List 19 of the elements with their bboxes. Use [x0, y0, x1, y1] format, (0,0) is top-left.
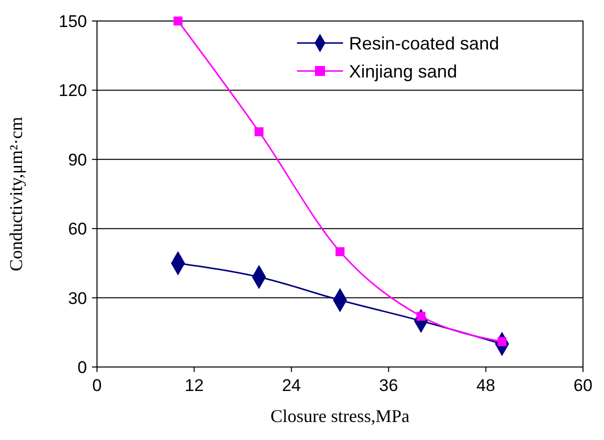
x-tick-label: 12 — [184, 376, 204, 395]
y-tick-label: 0 — [78, 358, 87, 377]
x-tick-label: 0 — [92, 376, 102, 395]
legend-label: Xinjiang sand — [349, 61, 458, 82]
y-tick-label: 60 — [68, 220, 87, 239]
y-tick-label: 90 — [68, 150, 87, 170]
x-tick-label: 48 — [476, 376, 496, 395]
point — [254, 127, 264, 136]
y-tick-label: 120 — [58, 81, 87, 100]
point — [174, 16, 182, 26]
x-tick-label: 24 — [282, 376, 301, 395]
y-axis-title: Conductivity,μm²·cm — [6, 116, 26, 272]
y-tick-label: 150 — [58, 12, 87, 31]
legend-label: Resin-coated sand — [349, 33, 500, 54]
y-tick-label: 30 — [68, 288, 87, 308]
x-axis-title: Closure stress,MPa — [270, 406, 410, 426]
x-tick-label: 60 — [574, 376, 592, 395]
point — [336, 247, 344, 256]
x-tick-label: 36 — [379, 376, 398, 395]
